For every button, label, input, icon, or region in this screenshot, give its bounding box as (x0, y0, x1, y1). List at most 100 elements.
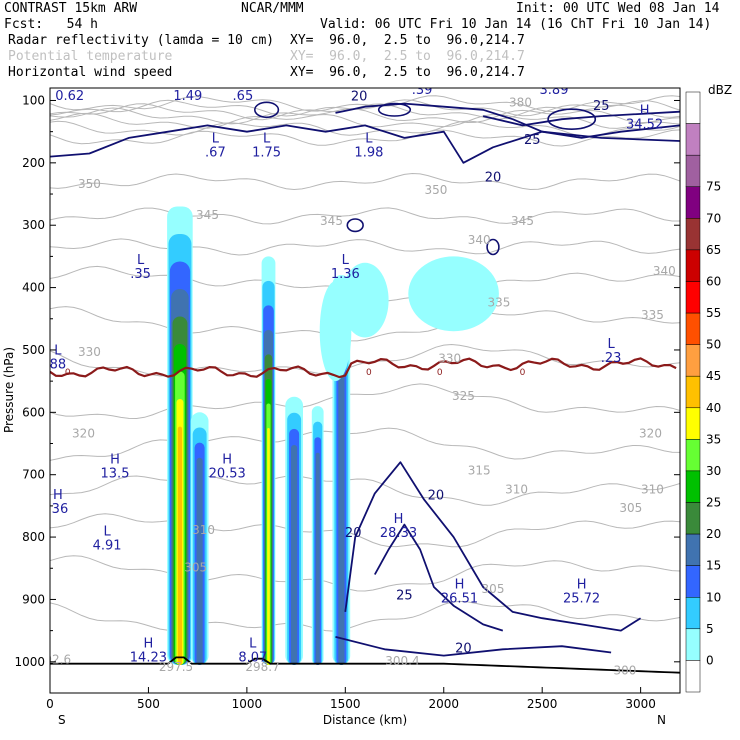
extremum-marker: L (103, 524, 111, 539)
wind-label: 20 (485, 171, 502, 186)
theta-isentrope (50, 513, 680, 548)
wind-label: 20 (428, 489, 445, 504)
extremum-marker: H (144, 637, 154, 652)
theta-isentrope (50, 600, 680, 632)
extremum-value: 1.36 (331, 267, 360, 282)
extremum-value: .67 (205, 145, 226, 160)
colorbar-swatch (685, 565, 701, 598)
colorbar-swatch (685, 186, 701, 219)
theta-isentrope (50, 99, 680, 117)
colorbar-swatch (685, 439, 701, 472)
theta-label: 320 (639, 426, 662, 440)
wind-label: 25 (593, 99, 610, 114)
colorbar-label: 55 (706, 306, 721, 320)
theta-label: 305 (482, 582, 505, 596)
y-tick-label: 700 (22, 468, 45, 482)
reflectivity-anvil (319, 281, 352, 382)
extremum-value: 1.49 (173, 89, 202, 104)
north-label: N (657, 713, 666, 727)
x-tick-label: 500 (137, 697, 160, 711)
reflectivity-band (267, 428, 270, 665)
colorbar-swatch (685, 597, 701, 630)
theta-label: 310 (505, 482, 528, 496)
theta-label: 330 (78, 345, 101, 359)
colorbar-swatch (685, 154, 701, 188)
x-tick-label: 2500 (527, 697, 558, 711)
extremum-marker: H (455, 577, 465, 592)
wind-contour (482, 110, 680, 127)
theta-label: 340 (468, 233, 491, 247)
theta-label: 380 (509, 96, 532, 110)
theta-label: 305 (619, 501, 642, 515)
extremum-value: .35 (130, 267, 151, 282)
wind-contours: 0 0 0 0 (50, 101, 680, 674)
terrain-line (50, 656, 680, 674)
theta-isentrope (50, 172, 680, 191)
extremum-marker: L (418, 69, 426, 84)
colorbar-label: 25 (706, 496, 721, 510)
wind-label: 25 (524, 133, 541, 148)
extremum-value: 34.52 (626, 117, 663, 132)
wind-label: 20 (351, 90, 368, 105)
extremum-value: 28.33 (380, 526, 417, 541)
theta-isentrope (50, 475, 680, 506)
extremum-marker: H (640, 103, 650, 118)
colorbar-swatch (685, 344, 701, 377)
colorbar-swatch (685, 470, 701, 503)
extremum-marker: H (394, 512, 404, 527)
extremum-value: 4.91 (93, 538, 122, 553)
wind-contour (50, 124, 680, 164)
extremum-marker: L (263, 131, 271, 146)
colorbar-swatch (685, 249, 701, 282)
theta-isentrope (50, 207, 680, 225)
extremum-value: .39 (412, 83, 433, 98)
field-name-wind: Horizontal wind speed (8, 65, 173, 80)
colorbar-label: 60 (706, 275, 721, 289)
freezing-level-label: 0 (520, 368, 526, 378)
extremum-marker: L (137, 253, 145, 268)
colorbar-label: 35 (706, 432, 721, 446)
extremum-marker: L (54, 343, 62, 358)
colorbar-swatch (685, 91, 701, 124)
y-tick-label: 1000 (14, 655, 45, 669)
theta-isentrope (50, 555, 680, 592)
extremum-value: .23 (601, 351, 622, 366)
reflectivity-anvil (341, 262, 389, 338)
theta-label: 310 (641, 482, 664, 496)
y-tick-label: 400 (22, 281, 45, 295)
field-xy-wind: XY= 96.0, 2.5 to 96.0,214.7 (290, 65, 525, 80)
extremum-value: 1.98 (354, 145, 383, 160)
theta-label: 292.6 (37, 653, 71, 667)
reflectivity-band (338, 345, 345, 665)
freezing-level-label: 0 (65, 368, 71, 378)
colorbar: 0 5 10 15 20 25 30 35 40 45 50 55 60 65 70 75 (685, 91, 721, 693)
colorbar-unit: dBZ (708, 83, 732, 97)
wind-contour (344, 461, 642, 632)
colorbar-swatch (685, 123, 701, 156)
agency-label: NCAR/MMM (241, 1, 304, 16)
extremum-value: 88 (50, 357, 67, 372)
theta-label: 300.4 (385, 654, 419, 668)
extremum-value: 13.5 (101, 467, 130, 482)
x-tick-label: 2000 (428, 697, 459, 711)
wind-contour-closed (377, 102, 412, 117)
colorbar-swatch (685, 533, 701, 566)
y-tick-label: 100 (22, 93, 45, 107)
colorbar-swatch (685, 375, 701, 409)
contour-labels: 380 350 350 345 345 345 340 340 335 335 330 330 325 3… (37, 69, 676, 677)
wind-label: 25 (396, 588, 413, 603)
freezing-level-label: 0 (437, 368, 443, 378)
reflectivity-band (291, 445, 298, 665)
extremum-value: 0.62 (55, 89, 84, 104)
wind-contour-closed (486, 238, 500, 256)
extremum-marker: L (365, 131, 373, 146)
colorbar-swatch (685, 502, 701, 535)
extremum-value: 20.53 (209, 467, 246, 482)
colorbar-swatch (685, 660, 701, 693)
colorbar-swatch (685, 407, 701, 440)
theta-label: 345 (196, 208, 219, 222)
theta-label: 300 (613, 663, 636, 677)
colorbar-label: 30 (706, 464, 721, 478)
